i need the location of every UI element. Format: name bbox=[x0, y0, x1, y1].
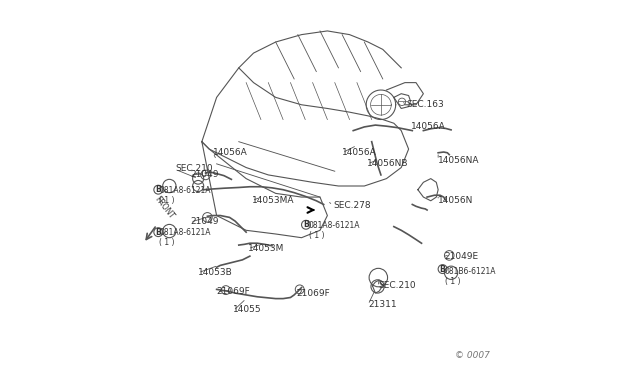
Text: SEC.163: SEC.163 bbox=[407, 100, 445, 109]
Text: 081A8-6121A
( 1 ): 081A8-6121A ( 1 ) bbox=[159, 228, 211, 247]
Text: 14053M: 14053M bbox=[248, 244, 284, 253]
Text: 14056NA: 14056NA bbox=[438, 155, 479, 165]
Text: 14056N: 14056N bbox=[438, 196, 474, 205]
Text: 14055: 14055 bbox=[233, 305, 262, 314]
Text: 21049E: 21049E bbox=[445, 251, 479, 261]
Text: 14056NB: 14056NB bbox=[367, 159, 409, 169]
Text: B: B bbox=[303, 220, 309, 229]
Text: SEC.278: SEC.278 bbox=[333, 201, 371, 210]
Text: © 0007: © 0007 bbox=[455, 350, 490, 359]
Text: 081B6-6121A
( 1 ): 081B6-6121A ( 1 ) bbox=[445, 267, 496, 286]
Text: 14056A: 14056A bbox=[342, 148, 377, 157]
Text: 21049: 21049 bbox=[190, 217, 218, 225]
Text: 14053B: 14053B bbox=[198, 268, 233, 277]
Text: 21311: 21311 bbox=[368, 300, 397, 309]
Text: 081A8-6121A
( 1 ): 081A8-6121A ( 1 ) bbox=[309, 221, 360, 240]
Text: SEC.210: SEC.210 bbox=[378, 281, 416, 290]
Text: B: B bbox=[156, 185, 161, 194]
Text: 081A8-6121A
( 1 ): 081A8-6121A ( 1 ) bbox=[159, 186, 211, 205]
Text: SEC.210: SEC.210 bbox=[175, 164, 213, 173]
Text: 21049: 21049 bbox=[190, 170, 218, 179]
Text: 21069F: 21069F bbox=[216, 287, 250, 296]
Text: 21069F: 21069F bbox=[296, 289, 330, 298]
Text: 14056A: 14056A bbox=[213, 148, 248, 157]
Text: B: B bbox=[440, 264, 445, 273]
Text: B: B bbox=[156, 228, 161, 237]
Text: FRONT: FRONT bbox=[153, 195, 176, 221]
Text: 14053MA: 14053MA bbox=[252, 196, 294, 205]
Text: 14056A: 14056A bbox=[410, 122, 445, 131]
